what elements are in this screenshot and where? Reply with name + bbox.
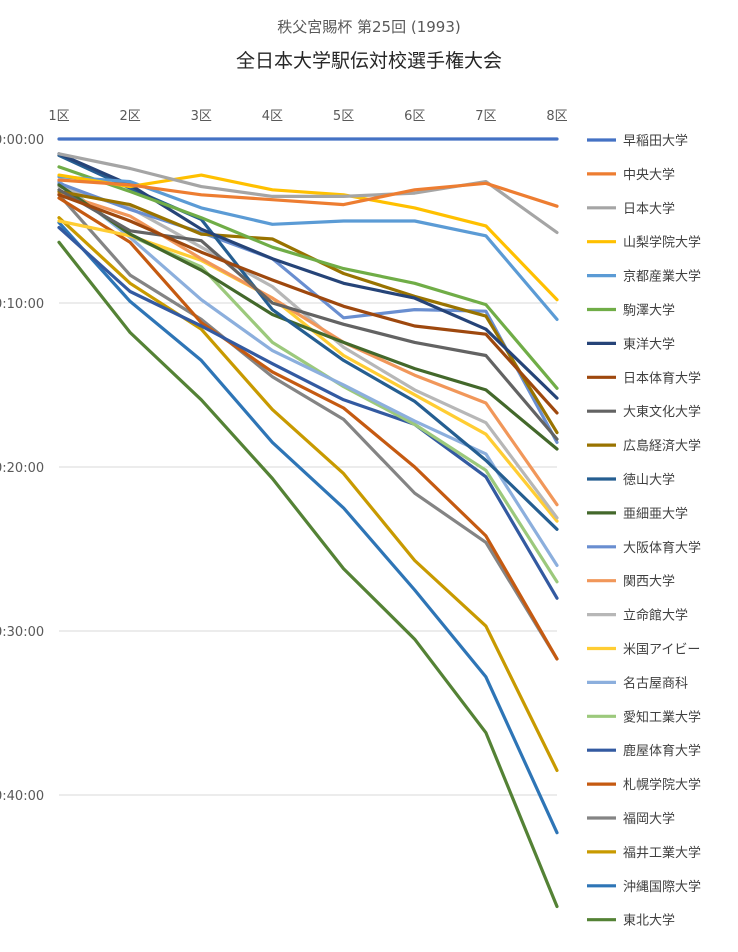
x-tick-label: 8区 — [546, 109, 567, 124]
legend-label: 広島経済大学 — [623, 438, 701, 454]
series-line — [57, 178, 559, 208]
chart-subtitle: 秩父宮賜杯 第25回 (1993) — [277, 18, 461, 36]
legend-label: 早稲田大学 — [623, 133, 688, 149]
legend-label: 名古屋商科 — [623, 675, 688, 691]
legend-label: 亜細亜大学 — [623, 506, 688, 522]
x-tick-label: 4区 — [262, 109, 283, 124]
x-tick-label: 3区 — [191, 109, 212, 124]
y-tick-label: 0:00:00 — [0, 133, 44, 148]
legend-label: 山梨学院大学 — [623, 235, 701, 251]
x-tick-label: 5区 — [333, 109, 354, 124]
series-line — [57, 165, 559, 390]
y-tick-label: 0:40:00 — [0, 789, 44, 804]
y-tick-label: 0:10:00 — [0, 297, 44, 312]
legend-label: 米国アイビー — [623, 643, 700, 658]
legend-label: 京都産業大学 — [623, 269, 701, 285]
x-tick-label: 7区 — [475, 109, 496, 124]
series-line — [57, 188, 559, 441]
series-line — [57, 193, 559, 415]
legend-label: 福岡大学 — [623, 811, 675, 827]
series-line — [57, 216, 559, 773]
series-line — [57, 193, 559, 661]
legend-label: 徳山大学 — [623, 472, 675, 488]
series-line — [57, 221, 559, 835]
series-line — [57, 226, 559, 600]
series-line — [57, 152, 559, 400]
legend-label: 駒澤大学 — [623, 303, 675, 319]
legend-label: 日本大学 — [623, 201, 675, 217]
series-line — [57, 191, 559, 507]
legend-label: 中央大学 — [623, 167, 675, 183]
x-tick-label: 6区 — [404, 109, 425, 124]
legend-label: 日本体育大学 — [623, 370, 701, 386]
legend-label: 大東文化大学 — [623, 404, 701, 420]
y-tick-label: 0:30:00 — [0, 625, 44, 640]
series-line — [57, 181, 559, 444]
series-line — [57, 196, 559, 661]
series-line — [57, 180, 559, 568]
series-line — [57, 183, 559, 451]
legend-label: 愛知工業大学 — [623, 709, 701, 725]
legend-label: 沖縄国際大学 — [623, 879, 701, 895]
x-tick-label: 2区 — [120, 109, 141, 124]
legend-label: 鹿屋体育大学 — [623, 743, 701, 759]
x-tick-label: 1区 — [48, 109, 69, 124]
y-tick-label: 0:20:00 — [0, 461, 44, 476]
legend-label: 立命館大学 — [623, 608, 688, 624]
series-line — [57, 173, 559, 302]
legend-label: 大阪体育大学 — [623, 540, 701, 556]
legend-label: 関西大学 — [623, 574, 675, 590]
legend-label: 福井工業大学 — [623, 845, 701, 861]
legend-label: 東洋大学 — [623, 336, 675, 352]
series-line — [57, 240, 559, 909]
chart-title: 全日本大学駅伝対校選手権大会 — [235, 50, 502, 72]
legend-label: 札幌学院大学 — [623, 777, 701, 793]
legend-label: 東北大学 — [623, 913, 675, 929]
